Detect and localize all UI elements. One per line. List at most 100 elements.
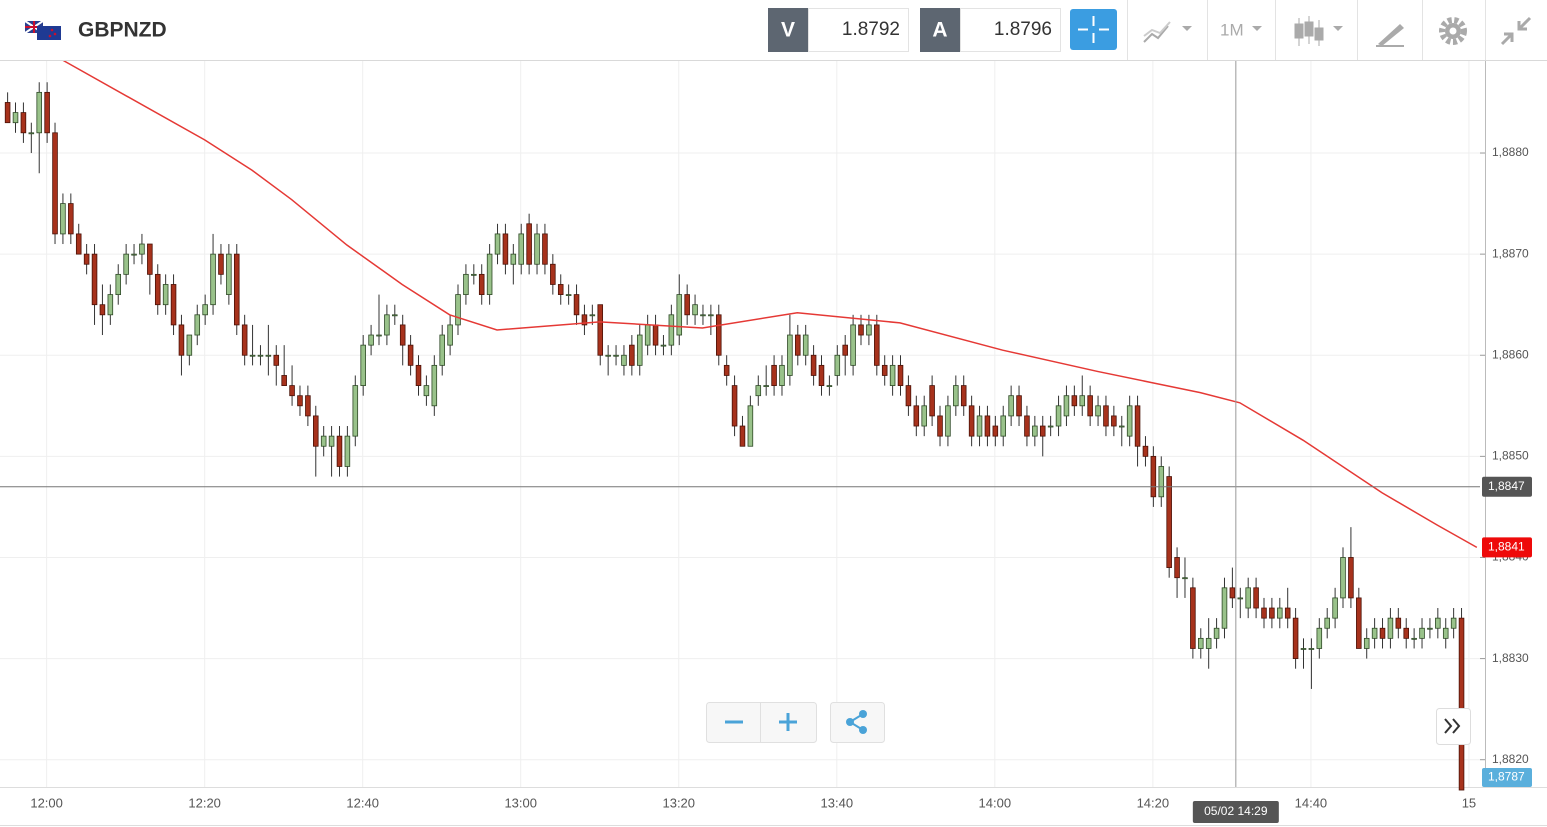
candle-body (75, 233, 82, 255)
candle-body (636, 334, 643, 366)
candle-body (826, 385, 833, 387)
candle-body (328, 435, 335, 447)
candle-body (1308, 648, 1315, 650)
candle-body (1158, 466, 1165, 498)
candle-body (692, 304, 698, 316)
candle-body (526, 223, 532, 265)
drawing-button[interactable] (1376, 24, 1404, 47)
candle-body (1016, 395, 1022, 417)
candle-body (984, 415, 991, 437)
candle-body (186, 334, 193, 356)
candle-body (534, 233, 540, 265)
candle-body (1387, 617, 1394, 639)
candle-body (91, 253, 98, 306)
candle-body (557, 284, 564, 295)
candle-body (953, 385, 959, 407)
crosshair-button[interactable] (1070, 9, 1117, 50)
candle-body (1221, 587, 1228, 629)
candle-body (123, 253, 129, 275)
candle-body (1047, 425, 1054, 428)
candle-body (905, 385, 912, 407)
candle-body (992, 425, 999, 437)
y-tick-label: 1,8860 (1492, 347, 1529, 361)
candle-body (494, 233, 501, 255)
candle-body (1403, 627, 1409, 639)
candle-body (771, 364, 777, 386)
y-tick-label: 1,8850 (1492, 449, 1529, 463)
last-price-label: 1,8787 (1488, 770, 1525, 784)
x-tick-label: 13:40 (821, 795, 854, 810)
candle-body (1087, 395, 1093, 417)
x-tick-label: 12:00 (30, 795, 63, 810)
candle-body (787, 334, 793, 376)
candle-body (463, 273, 469, 295)
candle-body (218, 253, 224, 275)
candle-body (1134, 405, 1141, 447)
candle-body (700, 314, 706, 317)
candle-body (968, 405, 975, 437)
candle-body (1213, 627, 1220, 639)
zoom-controls[interactable] (706, 702, 817, 743)
candle-body (1300, 648, 1307, 650)
candle-body (52, 132, 58, 235)
share-button[interactable] (830, 702, 885, 743)
scroll-to-end-button[interactable] (1436, 708, 1471, 745)
chart-type-button[interactable] (1294, 16, 1343, 46)
candle-body (1253, 587, 1259, 609)
candle-body (352, 385, 359, 437)
x-tick-label: 13:00 (504, 795, 537, 810)
candle-body (1229, 587, 1236, 599)
candle-body (960, 385, 967, 407)
candle-body (202, 304, 208, 316)
candle-body (1419, 627, 1425, 639)
candle-body (154, 273, 161, 306)
candle-body (28, 132, 35, 135)
candle-body (858, 324, 864, 336)
candle-body (1150, 455, 1157, 498)
candle-body (550, 263, 556, 285)
candle-body (210, 253, 216, 306)
candle-body (1103, 405, 1109, 427)
candle-body (313, 415, 319, 447)
candle-body (660, 344, 667, 347)
sell-button[interactable]: V 1.8792 (768, 8, 909, 52)
candle-body (1340, 557, 1346, 599)
candle-body (1063, 395, 1070, 417)
candle-body (1039, 425, 1046, 437)
candle-body (289, 385, 295, 397)
candle-body (478, 273, 485, 295)
candle-body (281, 375, 287, 386)
candle-body (265, 354, 272, 357)
candle-body (399, 324, 406, 346)
x-tick-label: 13:20 (662, 795, 695, 810)
candle-body (708, 314, 714, 317)
x-tick-label: 12:20 (188, 795, 221, 810)
buy-label: A (932, 19, 947, 42)
crosshair-x-label-box (1192, 801, 1279, 823)
crosshair-x-label: 05/02 14:29 (1204, 804, 1268, 818)
candle-body (945, 405, 951, 437)
candle-body (273, 354, 280, 366)
candle-body (1324, 617, 1330, 629)
buy-button[interactable]: A 1.8796 (920, 8, 1061, 52)
x-tick-label: 14:00 (979, 795, 1012, 810)
candle-body (423, 385, 430, 397)
settings-button[interactable] (1439, 17, 1467, 45)
candle-body (747, 405, 754, 447)
candle-body (83, 253, 90, 265)
indicators-button[interactable] (1143, 21, 1192, 43)
candle-body (715, 314, 722, 356)
candle-body (1284, 607, 1291, 619)
candle-body (4, 102, 11, 124)
candle-body (1079, 395, 1086, 407)
timeframe-button[interactable]: 1M (1220, 20, 1262, 39)
candle-body (842, 344, 848, 356)
candle-body (1000, 415, 1007, 437)
collapse-button[interactable] (1500, 16, 1532, 46)
candle-body (1411, 637, 1417, 640)
candle-body (60, 203, 66, 235)
candle-body (1363, 637, 1370, 649)
candle-body (589, 314, 596, 317)
candle-body (376, 334, 382, 337)
candle-body (305, 395, 311, 417)
